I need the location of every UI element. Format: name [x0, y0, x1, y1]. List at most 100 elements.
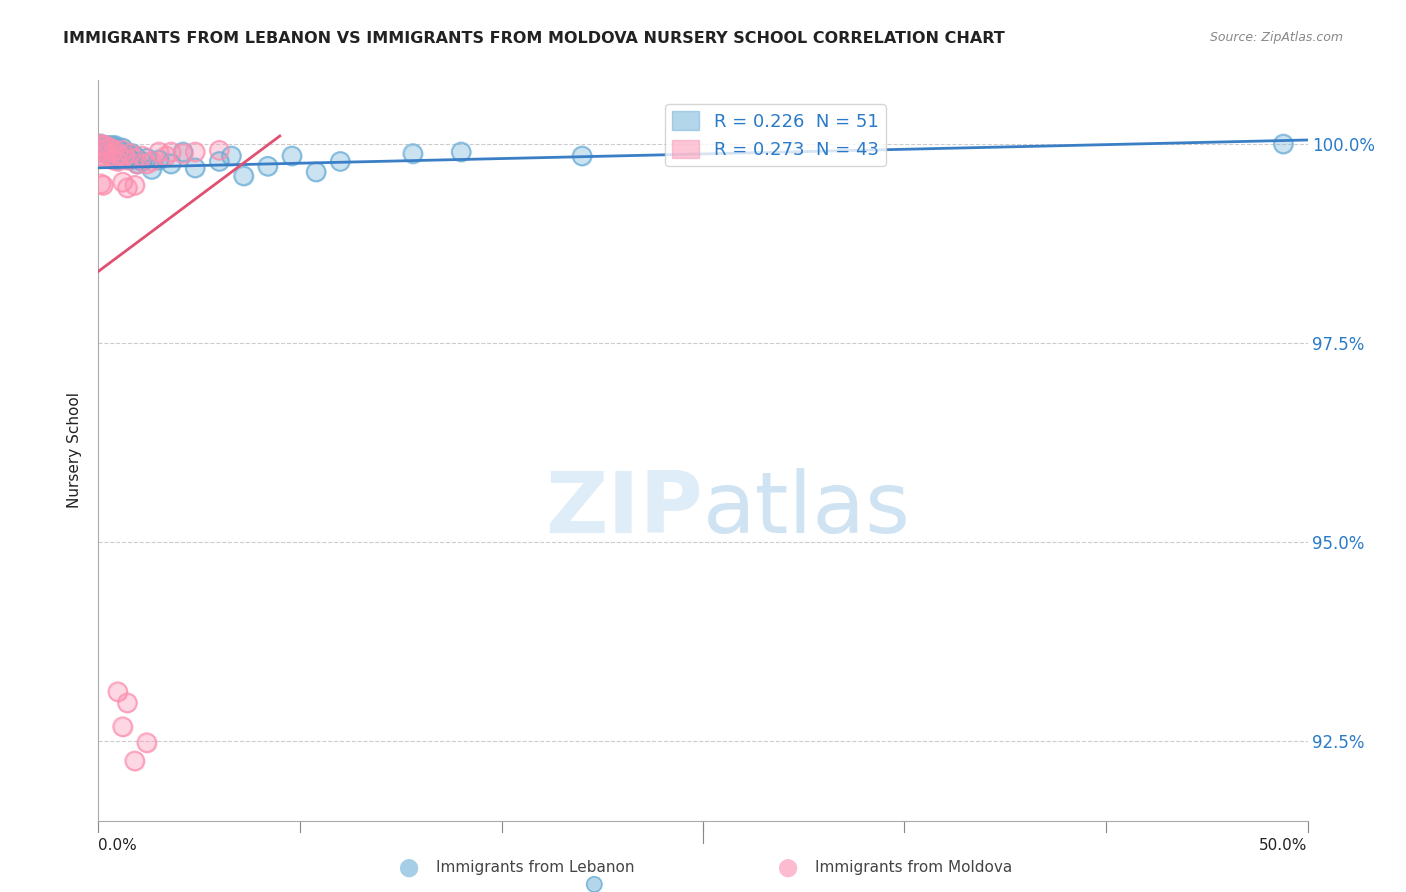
Point: [402, 146, 425, 161]
Point: [124, 178, 146, 193]
Point: [91, 144, 114, 158]
Point: [94, 138, 117, 153]
Point: [329, 154, 352, 169]
Point: [127, 157, 149, 171]
Point: [118, 153, 141, 167]
Point: [101, 138, 124, 153]
Point: [127, 157, 149, 171]
Point: [141, 162, 163, 177]
Point: [1272, 136, 1295, 151]
Point: [94, 138, 117, 153]
Point: [111, 141, 134, 155]
Point: [124, 754, 146, 768]
Point: [221, 149, 243, 163]
Point: [172, 145, 194, 159]
Point: [97, 144, 120, 158]
Point: [91, 149, 114, 163]
Point: [101, 153, 124, 167]
Point: [117, 696, 139, 710]
Point: [100, 144, 122, 158]
Point: [117, 696, 139, 710]
Point: [107, 684, 129, 698]
Point: [117, 153, 139, 167]
Point: [148, 145, 170, 159]
Point: [208, 154, 231, 169]
Point: [101, 153, 124, 167]
Text: atlas: atlas: [703, 468, 911, 551]
Point: [90, 138, 112, 153]
Point: [97, 146, 120, 161]
Point: [172, 145, 194, 159]
Point: [127, 157, 149, 171]
Point: [108, 149, 131, 163]
Point: [100, 146, 122, 161]
Point: [124, 151, 146, 165]
Point: [402, 146, 425, 161]
Point: [114, 149, 136, 163]
Point: [100, 138, 122, 153]
Point: [90, 144, 112, 158]
Point: [90, 138, 112, 153]
Point: [94, 151, 117, 165]
Point: [571, 149, 593, 163]
Point: [117, 153, 139, 167]
Point: [111, 144, 134, 158]
Point: [117, 149, 139, 163]
Point: [100, 146, 122, 161]
Point: [114, 145, 136, 159]
Point: [104, 138, 127, 153]
Point: [94, 144, 117, 158]
Point: [135, 736, 157, 750]
Point: [104, 151, 127, 165]
Point: [91, 149, 114, 163]
Point: [91, 141, 114, 155]
Point: [107, 146, 129, 161]
Point: [1272, 136, 1295, 151]
Point: [450, 145, 472, 159]
Point: [97, 146, 120, 161]
Point: [111, 720, 134, 734]
Point: [108, 149, 131, 163]
Point: [101, 149, 124, 163]
Point: [281, 149, 304, 163]
Point: [172, 146, 194, 161]
Point: [135, 151, 157, 165]
Point: [141, 162, 163, 177]
Point: [172, 146, 194, 161]
Point: [221, 149, 243, 163]
Point: [100, 138, 122, 153]
Point: [329, 154, 352, 169]
Text: Source: ZipAtlas.com: Source: ZipAtlas.com: [1209, 31, 1343, 45]
Point: [184, 145, 207, 159]
Point: [135, 157, 157, 171]
Point: [107, 154, 129, 169]
Point: [91, 141, 114, 155]
Point: [117, 149, 139, 163]
Point: [90, 138, 112, 153]
Point: [104, 149, 127, 163]
Point: [90, 136, 112, 151]
Point: [107, 684, 129, 698]
Text: IMMIGRANTS FROM LEBANON VS IMMIGRANTS FROM MOLDOVA NURSERY SCHOOL CORRELATION CH: IMMIGRANTS FROM LEBANON VS IMMIGRANTS FR…: [63, 31, 1005, 46]
Point: [111, 720, 134, 734]
Text: ⬤: ⬤: [398, 859, 418, 877]
Point: [155, 149, 177, 163]
Point: [124, 149, 146, 163]
Point: [90, 138, 112, 153]
Point: [97, 138, 120, 153]
Point: [100, 144, 122, 158]
Point: [91, 141, 114, 155]
Point: [91, 145, 114, 159]
Point: [90, 136, 112, 151]
Point: [90, 177, 112, 191]
Point: [232, 169, 254, 183]
Point: [305, 165, 328, 179]
Point: [97, 146, 120, 161]
Point: [124, 149, 146, 163]
Point: [141, 154, 163, 169]
Point: [107, 154, 129, 169]
Point: [121, 146, 143, 161]
Point: [450, 145, 472, 159]
Point: [90, 141, 112, 155]
Point: [100, 149, 122, 163]
